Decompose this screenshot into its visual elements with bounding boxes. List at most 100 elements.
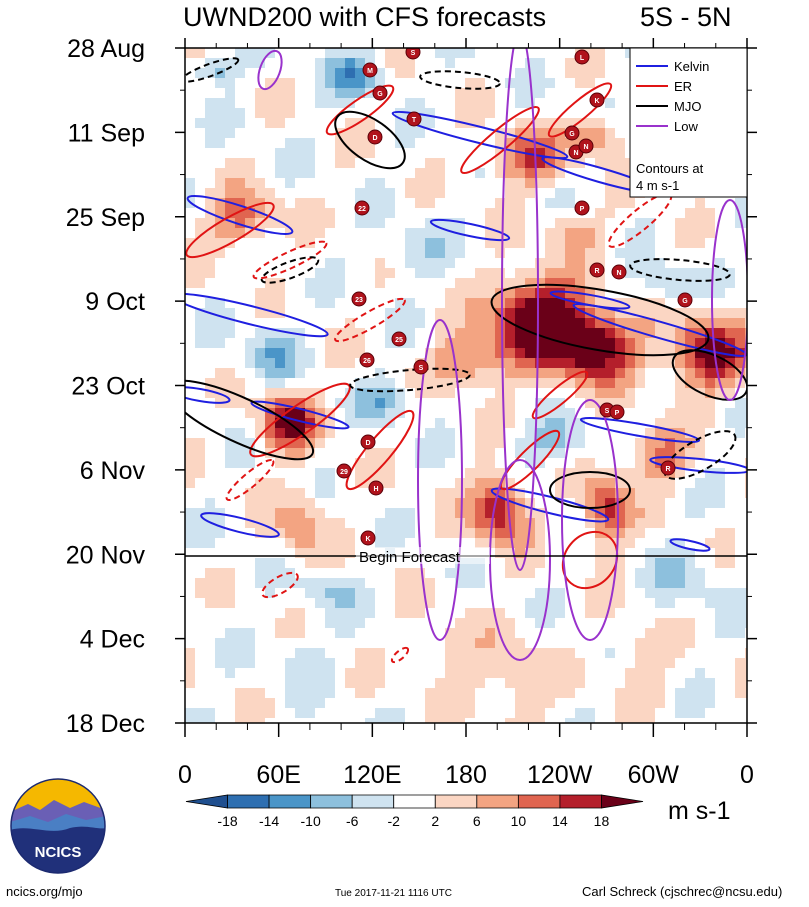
field-cell xyxy=(585,318,596,329)
field-cell xyxy=(205,388,216,399)
field-cell xyxy=(475,158,486,169)
kelvin-contour xyxy=(579,417,701,443)
field-cell xyxy=(445,628,456,639)
field-cell xyxy=(535,528,546,539)
field-cell xyxy=(325,478,336,489)
colorbar: -18 -14 -10 -6 -2 2 6 10 14 18 xyxy=(185,794,644,829)
field-cell xyxy=(725,268,736,279)
field-cell xyxy=(495,708,506,719)
field-cell xyxy=(585,278,596,289)
field-cell xyxy=(245,308,256,319)
field-cell xyxy=(295,168,306,179)
field-cell xyxy=(235,78,246,89)
field-cell xyxy=(375,458,386,469)
field-cell xyxy=(235,518,246,529)
field-cell xyxy=(435,238,446,249)
field-cell xyxy=(325,78,336,89)
field-cell xyxy=(435,88,446,99)
field-cell xyxy=(585,178,596,189)
field-cell xyxy=(495,558,506,569)
field-cell xyxy=(385,608,396,619)
field-cell xyxy=(635,498,646,509)
field-cell xyxy=(585,688,596,699)
field-cell xyxy=(395,288,406,299)
field-cell xyxy=(355,698,366,709)
field-cell xyxy=(435,168,446,179)
field-cell xyxy=(275,688,286,699)
field-cell xyxy=(295,158,306,169)
field-cell xyxy=(565,178,576,189)
field-cell xyxy=(235,378,246,389)
field-cell xyxy=(585,578,596,589)
field-cell xyxy=(635,368,646,379)
field-cell xyxy=(365,208,376,219)
field-cell xyxy=(255,368,266,379)
field-cell xyxy=(565,458,576,469)
field-cell xyxy=(225,598,236,609)
field-cell xyxy=(625,498,636,509)
field-cell xyxy=(295,68,306,79)
field-cell xyxy=(585,628,596,639)
field-cell xyxy=(715,628,726,639)
field-cell xyxy=(585,568,596,579)
field-cell xyxy=(245,508,256,519)
field-cell xyxy=(725,428,736,439)
field-cell xyxy=(395,298,406,309)
field-cell xyxy=(405,218,416,229)
field-cell xyxy=(505,578,516,589)
field-cell xyxy=(555,548,566,559)
field-cell xyxy=(225,128,236,139)
field-cell xyxy=(265,218,276,229)
field-cell xyxy=(295,598,306,609)
field-cell xyxy=(605,68,616,79)
field-cell xyxy=(315,608,326,619)
field-cell xyxy=(315,698,326,709)
x-axis: 0 60E 120E 180 120W 60W 0 xyxy=(178,38,754,789)
field-cell xyxy=(335,138,346,149)
field-cell xyxy=(575,398,586,409)
field-cell xyxy=(585,408,596,419)
low-contour xyxy=(417,319,463,641)
field-cell xyxy=(335,358,346,369)
field-cell xyxy=(535,598,546,609)
field-cell xyxy=(285,478,296,489)
site-link[interactable]: ncics.org/mjo xyxy=(6,884,83,899)
field-cell xyxy=(235,398,246,409)
field-cell xyxy=(575,258,586,269)
field-cell xyxy=(435,698,446,709)
field-cell xyxy=(735,298,746,309)
field-cell xyxy=(415,678,426,689)
field-cell xyxy=(245,198,256,209)
field-cell xyxy=(275,588,286,599)
field-cell xyxy=(235,658,246,669)
field-cell xyxy=(655,408,666,419)
er-contour xyxy=(261,571,299,599)
field-cell xyxy=(515,358,526,369)
field-cell xyxy=(375,348,386,359)
field-cell xyxy=(645,638,656,649)
field-cell xyxy=(615,48,626,59)
field-cell xyxy=(495,638,506,649)
field-cell xyxy=(335,658,346,669)
field-cell xyxy=(245,528,256,539)
field-cell xyxy=(495,388,506,399)
field-cell xyxy=(365,678,376,689)
field-cell xyxy=(485,178,496,189)
ncics-logo[interactable]: NCICS xyxy=(10,778,106,874)
field-cell xyxy=(255,148,266,159)
field-cell xyxy=(625,578,636,589)
field-cell xyxy=(365,228,376,239)
field-cell xyxy=(315,578,326,589)
field-cell xyxy=(535,328,546,339)
field-cell xyxy=(185,88,196,99)
field-cell xyxy=(335,448,346,459)
field-cell xyxy=(455,218,466,229)
field-cell xyxy=(415,498,426,509)
field-cell xyxy=(665,248,676,259)
field-cell xyxy=(225,578,236,589)
field-cell xyxy=(285,278,296,289)
field-cell xyxy=(405,628,416,639)
field-cell xyxy=(425,508,436,519)
field-cell xyxy=(725,368,736,379)
field-cell xyxy=(475,488,486,499)
